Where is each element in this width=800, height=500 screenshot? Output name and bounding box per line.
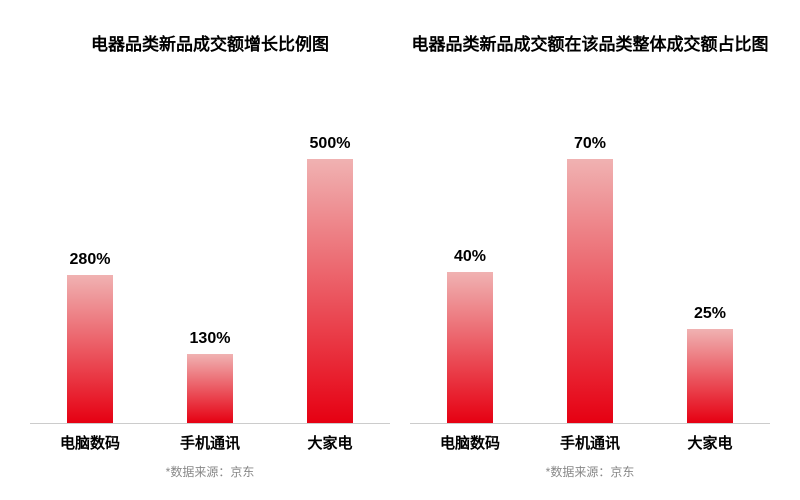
chart-title: 电器品类新品成交额增长比例图: [91, 30, 329, 55]
bar: [307, 159, 353, 423]
category-label: 电脑数码: [435, 432, 505, 453]
bar-group: 280%: [55, 85, 125, 423]
bar-group: 500%: [295, 85, 365, 423]
category-label: 手机通讯: [175, 432, 245, 453]
bar-value-label: 130%: [190, 330, 231, 348]
bar-value-label: 25%: [694, 305, 726, 323]
chart-left: 电器品类新品成交额增长比例图 280% 130% 500% 电脑数码 手机通讯 …: [20, 30, 400, 480]
bar: [447, 272, 493, 423]
chart-bars-area: 280% 130% 500%: [30, 85, 390, 424]
bar-value-label: 70%: [574, 135, 606, 153]
bar-value-label: 500%: [310, 135, 351, 153]
bar: [187, 354, 233, 423]
chart-bars-area: 40% 70% 25%: [410, 85, 770, 424]
category-label: 手机通讯: [555, 432, 625, 453]
bar-value-label: 40%: [454, 248, 486, 266]
bar-value-label: 280%: [70, 251, 111, 269]
bar-group: 40%: [435, 85, 505, 423]
source-note: *数据来源：京东: [546, 463, 635, 480]
x-axis-labels: 电脑数码 手机通讯 大家电: [30, 432, 390, 453]
bar-group: 130%: [175, 85, 245, 423]
charts-container: 电器品类新品成交额增长比例图 280% 130% 500% 电脑数码 手机通讯 …: [0, 0, 800, 500]
bar: [567, 159, 613, 423]
bar: [687, 329, 733, 423]
category-label: 大家电: [295, 432, 365, 453]
category-label: 大家电: [675, 432, 745, 453]
category-label: 电脑数码: [55, 432, 125, 453]
x-axis-labels: 电脑数码 手机通讯 大家电: [410, 432, 770, 453]
bar-group: 70%: [555, 85, 625, 423]
chart-right: 电器品类新品成交额在该品类整体成交额占比图 40% 70% 25% 电脑数码 手…: [400, 30, 780, 480]
chart-title: 电器品类新品成交额在该品类整体成交额占比图: [412, 30, 769, 55]
source-note: *数据来源：京东: [166, 463, 255, 480]
bar: [67, 275, 113, 423]
bar-group: 25%: [675, 85, 745, 423]
